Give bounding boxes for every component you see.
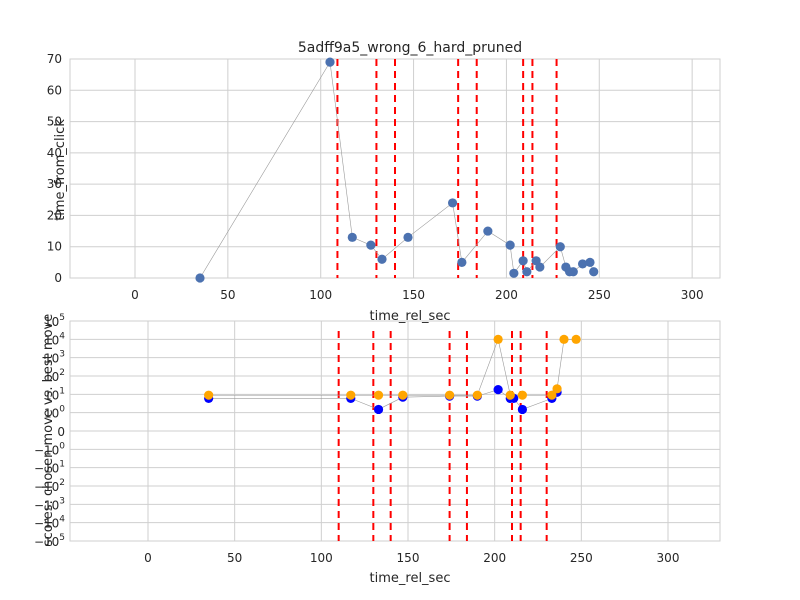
top-data-point bbox=[483, 226, 493, 236]
bottom-chart: 0 50 100 150 200 250 300 105 104 103 102 101 100 0 −1… bbox=[34, 313, 721, 586]
bottom-orange-data-point bbox=[571, 334, 581, 344]
top-y-tick-label: 20 bbox=[47, 208, 62, 222]
top-data-point bbox=[585, 257, 595, 267]
bottom-x-tick-label: 50 bbox=[227, 551, 242, 565]
top-data-point bbox=[535, 262, 545, 272]
bottom-orange-data-point bbox=[472, 390, 482, 400]
bottom-orange-data-point bbox=[204, 390, 214, 400]
top-chart: 0 50 100 150 200 250 300 0 10 20 30 40 50 60 70 5adff… bbox=[47, 40, 721, 324]
bottom-x-tick-label: 250 bbox=[570, 551, 593, 565]
top-data-point bbox=[555, 242, 565, 252]
bottom-orange-data-point bbox=[346, 390, 356, 400]
bottom-orange-data-point bbox=[398, 390, 408, 400]
bottom-orange-data-point bbox=[559, 334, 569, 344]
top-x-tick-label: 300 bbox=[681, 288, 704, 302]
bottom-y-tick-label: 102 bbox=[44, 368, 65, 384]
top-data-point bbox=[457, 257, 467, 267]
top-data-point bbox=[568, 267, 578, 277]
top-x-tick-label: 150 bbox=[402, 288, 425, 302]
top-y-tick-label: 30 bbox=[47, 177, 62, 191]
top-series-connector bbox=[199, 61, 594, 279]
top-x-tick-label: 250 bbox=[588, 288, 611, 302]
bottom-y-tick-label: 103 bbox=[44, 350, 65, 366]
bottom-x-tick-label: 150 bbox=[397, 551, 420, 565]
top-data-point bbox=[518, 256, 528, 266]
bottom-x-tick-labels: 0 50 100 150 200 250 300 bbox=[144, 551, 679, 565]
bottom-orange-data-point bbox=[493, 334, 503, 344]
top-vertical-lines bbox=[336, 59, 558, 278]
top-connector-lines bbox=[199, 61, 594, 279]
bottom-y-tick-label: −104 bbox=[34, 515, 65, 531]
top-x-tick-label: 0 bbox=[131, 288, 139, 302]
bottom-y-tick-label: 0 bbox=[57, 425, 65, 439]
top-y-tick-label: 70 bbox=[47, 52, 62, 66]
bottom-y-tick-label: 104 bbox=[44, 331, 65, 347]
bottom-series-connector bbox=[208, 389, 558, 410]
top-y-axis-label: time_from_click bbox=[53, 119, 68, 221]
top-data-point bbox=[325, 57, 335, 67]
bottom-y-axis-label: scores: chosen move vs. best move bbox=[41, 314, 56, 546]
bottom-points bbox=[204, 334, 581, 415]
bottom-orange-data-point bbox=[547, 390, 557, 400]
bottom-x-tick-label: 0 bbox=[144, 551, 152, 565]
top-data-point bbox=[347, 232, 357, 242]
top-y-tick-label: 60 bbox=[47, 83, 62, 97]
top-data-point bbox=[195, 273, 205, 283]
top-y-tick-label: 10 bbox=[47, 240, 62, 254]
bottom-orange-data-point bbox=[505, 390, 515, 400]
top-data-point bbox=[505, 240, 515, 250]
bottom-x-tick-label: 200 bbox=[483, 551, 506, 565]
top-data-point bbox=[447, 198, 458, 208]
top-y-tick-label: 50 bbox=[47, 115, 62, 129]
top-data-point bbox=[366, 240, 376, 250]
bottom-orange-data-point bbox=[445, 390, 455, 400]
bottom-x-tick-label: 300 bbox=[657, 551, 680, 565]
bottom-y-tick-label: −105 bbox=[34, 533, 65, 549]
bottom-y-tick-label: −100 bbox=[34, 441, 65, 457]
bottom-orange-data-point bbox=[552, 384, 562, 394]
top-data-point bbox=[522, 267, 532, 277]
bottom-x-tick-label: 100 bbox=[310, 551, 333, 565]
bottom-y-tick-label: 105 bbox=[44, 313, 65, 329]
top-x-tick-labels: 0 50 100 150 200 250 300 bbox=[131, 288, 703, 302]
bottom-y-tick-label: 101 bbox=[44, 386, 65, 402]
bottom-orange-data-point bbox=[373, 390, 384, 400]
bottom-plot-frame bbox=[69, 320, 721, 542]
bottom-blue-data-point bbox=[517, 404, 528, 415]
bottom-y-tick-labels: 105 104 103 102 101 100 0 −100 −101 −102 −103 −104 −… bbox=[34, 313, 65, 549]
top-points bbox=[195, 57, 599, 283]
bottom-blue-data-point bbox=[493, 385, 503, 395]
top-data-point bbox=[403, 232, 413, 242]
bottom-y-tick-label: −101 bbox=[34, 460, 65, 476]
bottom-x-axis-label: time_rel_sec bbox=[370, 571, 451, 586]
top-y-tick-label: 0 bbox=[54, 271, 62, 285]
top-data-point bbox=[577, 259, 588, 269]
top-data-point bbox=[377, 254, 387, 264]
top-chart-title: 5adff9a5_wrong_6_hard_pruned bbox=[298, 40, 522, 56]
top-data-point bbox=[509, 268, 519, 278]
top-data-point bbox=[589, 267, 599, 277]
top-x-tick-label: 200 bbox=[495, 288, 518, 302]
bottom-blue-data-point bbox=[373, 404, 384, 415]
bottom-y-tick-label: 100 bbox=[44, 405, 65, 421]
bottom-vertical-lines bbox=[337, 331, 548, 541]
top-x-tick-label: 100 bbox=[309, 288, 332, 302]
top-x-axis-label: time_rel_sec bbox=[370, 309, 451, 324]
top-y-tick-label: 40 bbox=[47, 146, 62, 160]
bottom-grid bbox=[69, 320, 721, 542]
bottom-orange-data-point bbox=[517, 390, 528, 400]
bottom-y-tick-label: −103 bbox=[34, 496, 65, 512]
bottom-y-tick-label: −102 bbox=[34, 478, 65, 494]
top-x-tick-label: 50 bbox=[220, 288, 235, 302]
top-y-tick-labels: 0 10 20 30 40 50 60 70 bbox=[47, 52, 62, 285]
